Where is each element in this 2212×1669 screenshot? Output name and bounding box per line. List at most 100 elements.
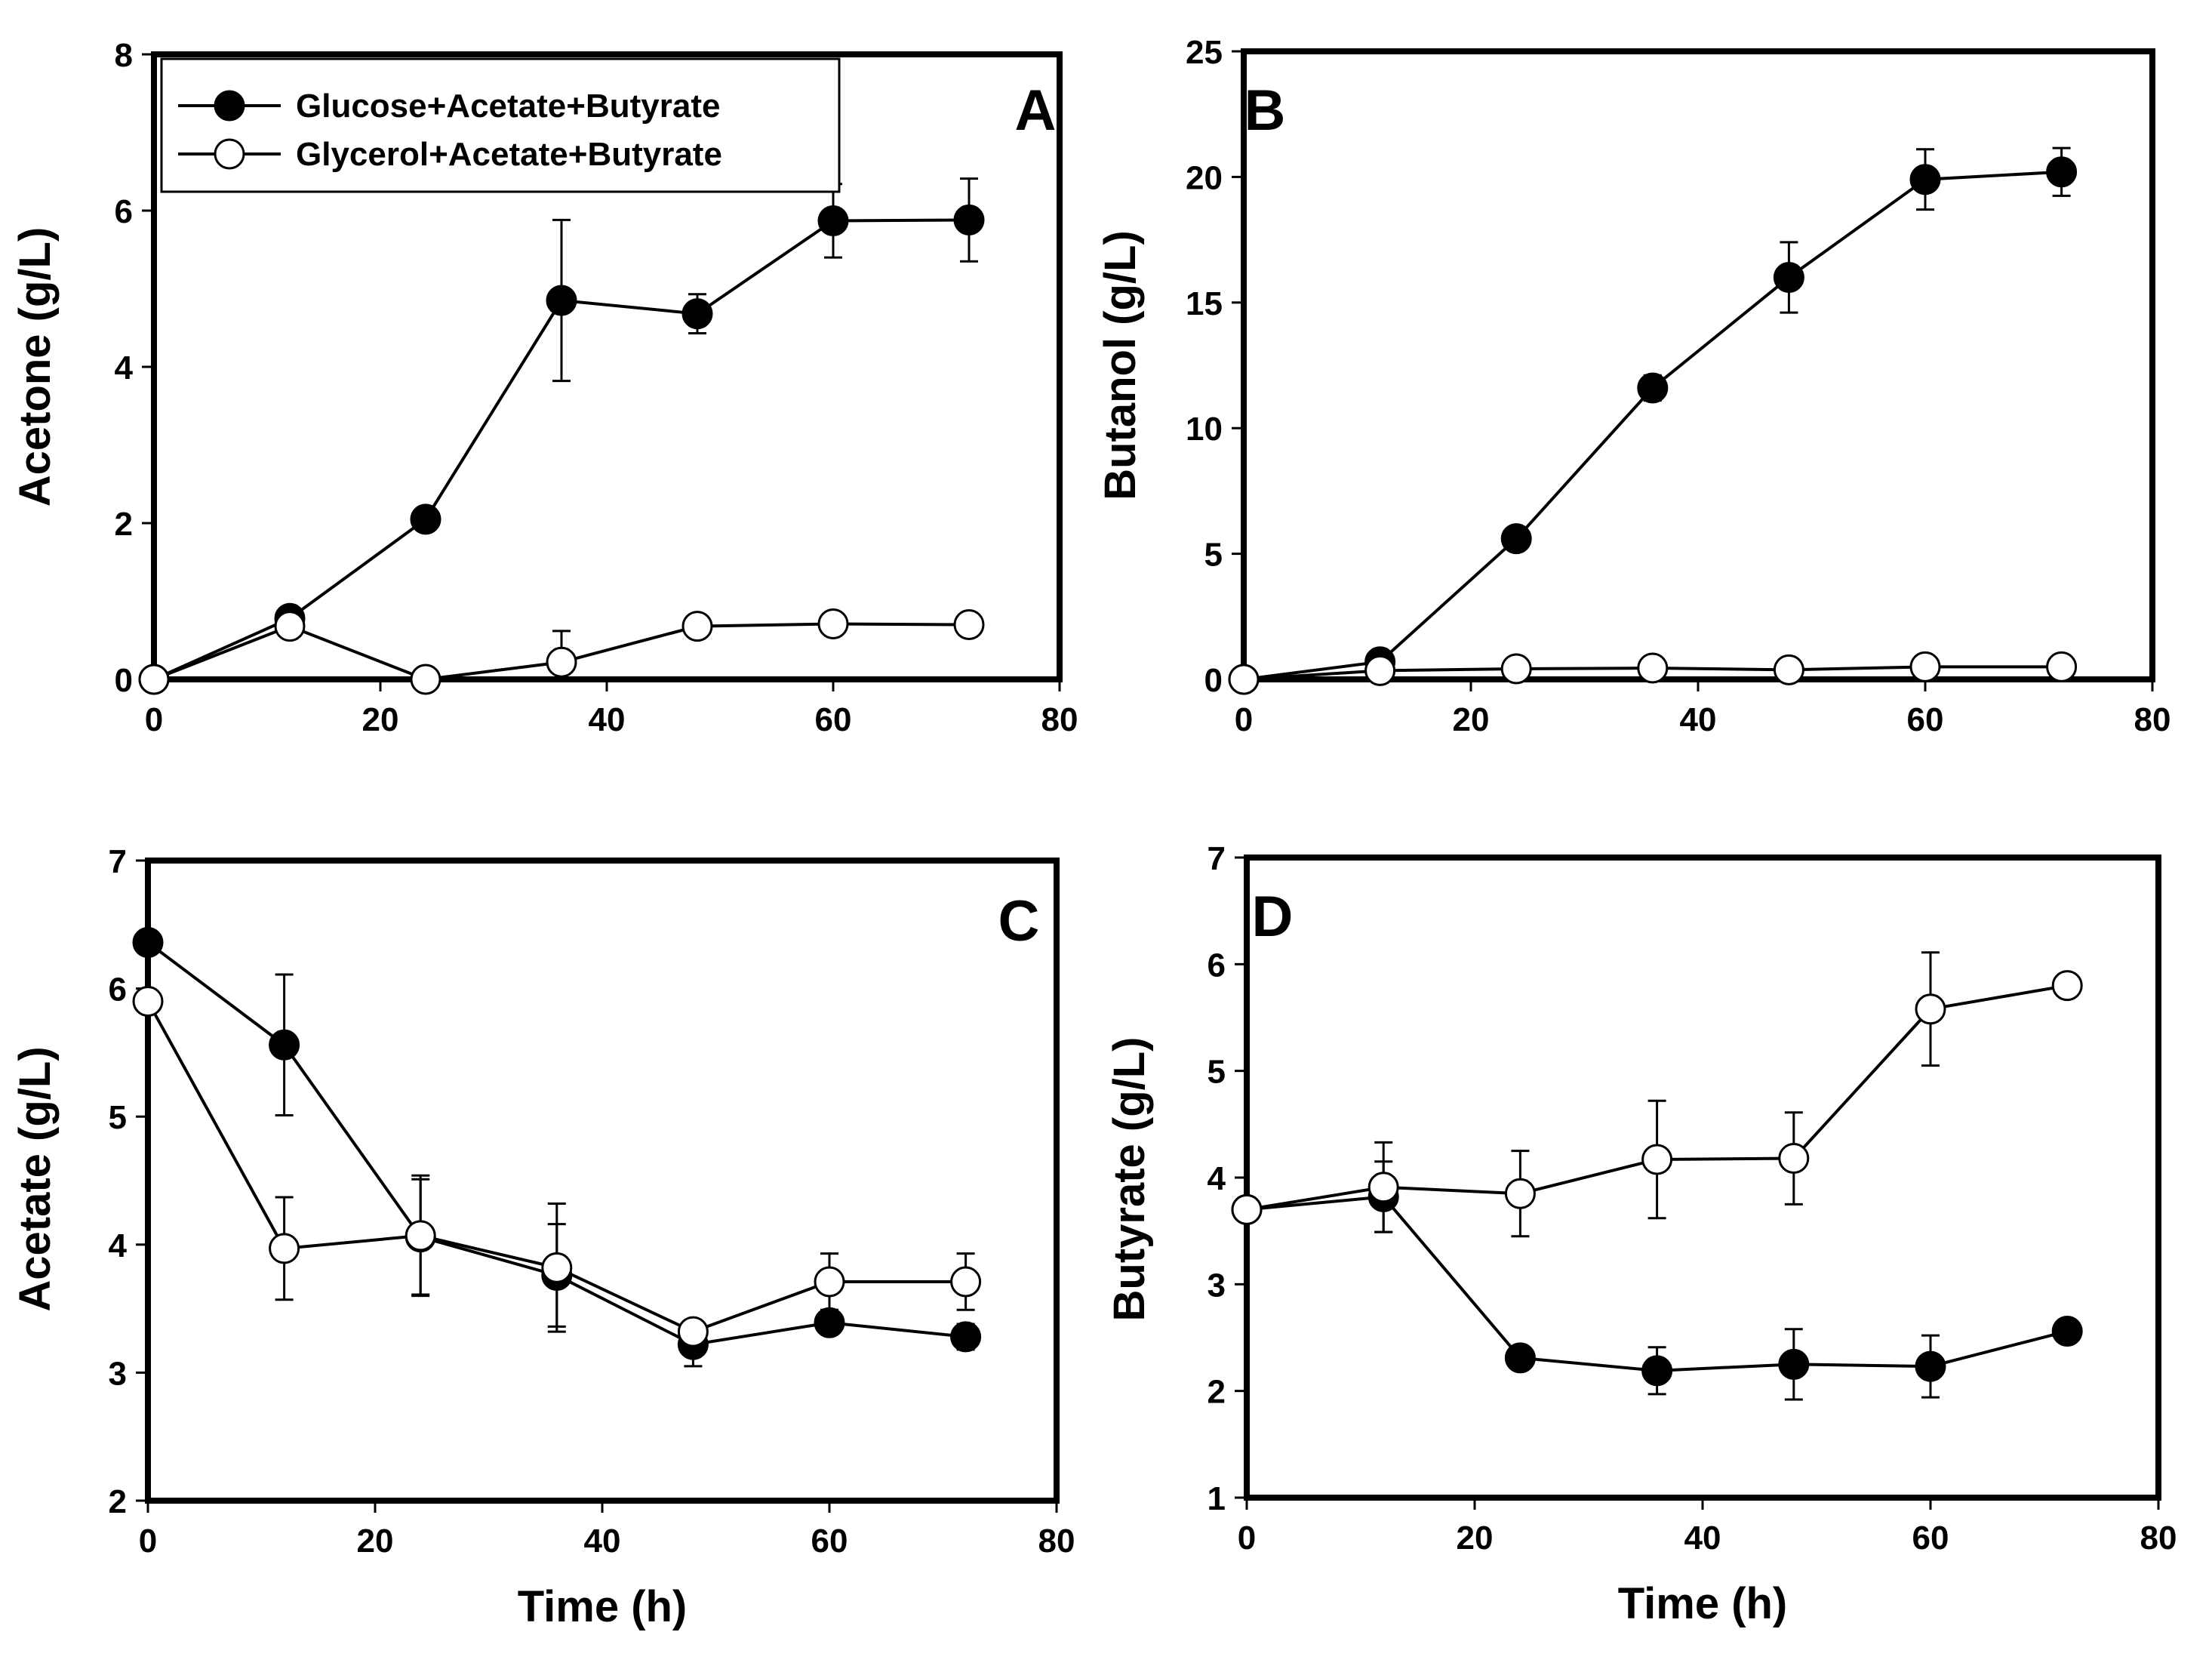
data-point-glycerol xyxy=(1368,1172,1399,1203)
y-tick-label: 20 xyxy=(1186,159,1223,196)
data-point-glucose xyxy=(1500,523,1532,555)
x-tick-label: 80 xyxy=(2134,701,2171,738)
data-point-glucose xyxy=(953,204,985,236)
panel-letter: D xyxy=(1252,885,1294,949)
y-tick-label: 1 xyxy=(1208,1480,1226,1517)
data-point-glycerol xyxy=(546,646,577,678)
plot-frame xyxy=(1241,48,2155,682)
data-point-glycerol xyxy=(950,1266,982,1298)
panel-letter: B xyxy=(1244,79,1286,143)
data-point-glucose xyxy=(1773,262,1804,294)
data-point-glycerol xyxy=(2046,651,2078,682)
x-tick-label: 0 xyxy=(1238,1520,1256,1557)
x-tick-label: 40 xyxy=(589,701,626,738)
panel-a: 0 20 40 60 80 0 2 4 6 8 Acetone (g/L) A xyxy=(11,37,1078,738)
x-axis-title: Time (h) xyxy=(1618,1579,1788,1628)
data-point-glucose xyxy=(2046,156,2078,188)
y-axis-title: Butanol (g/L) xyxy=(1096,230,1145,500)
data-point-glycerol xyxy=(132,986,164,1018)
x-tick-label: 60 xyxy=(1912,1520,1949,1557)
y-tick-label: 2 xyxy=(115,506,133,543)
y-tick-label: 4 xyxy=(109,1227,128,1264)
panel-letter: A xyxy=(1015,79,1057,143)
x-tick-label: 0 xyxy=(1235,701,1253,738)
data-point-glycerol xyxy=(138,664,170,695)
data-point-glycerol xyxy=(1778,1143,1810,1175)
panel-c: 0 20 40 60 80 2 3 4 5 6 7 Acetate (g/L) Time (h) C xyxy=(11,843,1075,1631)
y-tick-label: 2 xyxy=(1208,1374,1226,1411)
legend: Glucose+Acetate+Butyrate Glycerol+Acetate… xyxy=(160,57,841,193)
data-point-glucose xyxy=(1637,372,1669,404)
series-line-glucose xyxy=(1243,170,2062,681)
x-tick-label: 20 xyxy=(362,701,399,738)
y-tick-label: 6 xyxy=(1208,947,1226,984)
data-point-glycerol xyxy=(1500,653,1532,685)
data-point-glucose xyxy=(1915,1350,1946,1382)
data-point-glucose xyxy=(950,1321,982,1353)
y-tick-label: 15 xyxy=(1186,285,1223,322)
x-tick-label: 20 xyxy=(1453,701,1490,738)
y-tick-label: 0 xyxy=(115,662,133,699)
data-point-glycerol xyxy=(814,1266,845,1298)
data-point-glycerol xyxy=(274,611,306,642)
x-tick-label: 0 xyxy=(145,701,163,738)
data-point-glucose xyxy=(1504,1342,1536,1374)
y-tick-label: 4 xyxy=(115,350,134,386)
y-tick-label: 4 xyxy=(1208,1160,1226,1197)
data-point-glucose xyxy=(1778,1348,1810,1380)
legend-label: Glucose+Acetate+Butyrate xyxy=(296,88,720,125)
y-tick-label: 3 xyxy=(109,1355,127,1392)
data-point-glucose xyxy=(817,205,849,236)
y-tick-label: 2 xyxy=(109,1483,127,1520)
x-tick-label: 80 xyxy=(2140,1520,2177,1557)
y-tick-label: 8 xyxy=(115,37,133,74)
data-point-glycerol xyxy=(1915,993,1946,1025)
x-tick-label: 80 xyxy=(1038,1523,1075,1560)
legend-marker-filled xyxy=(214,90,245,122)
data-point-glycerol xyxy=(410,664,441,695)
y-tick-label: 3 xyxy=(1208,1267,1226,1304)
data-point-glycerol xyxy=(1637,652,1669,684)
y-axis-title: Acetone (g/L) xyxy=(11,227,60,507)
data-point-glycerol xyxy=(817,608,849,640)
data-point-glucose xyxy=(681,298,713,330)
data-point-glycerol xyxy=(1231,1193,1263,1225)
series-line-glucose xyxy=(1246,1195,2068,1372)
y-tick-label: 5 xyxy=(1204,537,1223,574)
panel-d: 0 20 40 60 80 1 2 3 4 5 6 7 Butyrate (g/L) Time (h) D xyxy=(1105,840,2177,1628)
legend-marker-open xyxy=(214,138,245,170)
data-point-glucose xyxy=(1641,1355,1673,1387)
legend-label: Glycerol+Acetate+Butyrate xyxy=(296,136,722,173)
y-tick-label: 6 xyxy=(115,193,133,230)
data-point-glycerol xyxy=(269,1233,300,1264)
x-tick-label: 60 xyxy=(811,1523,848,1560)
x-tick-label: 40 xyxy=(1684,1520,1721,1557)
x-tick-label: 40 xyxy=(1680,701,1717,738)
legend-box xyxy=(160,57,841,193)
data-point-glucose xyxy=(1909,164,1941,196)
y-tick-label: 7 xyxy=(109,843,127,880)
x-tick-label: 20 xyxy=(357,1523,394,1560)
data-point-glycerol xyxy=(1504,1178,1536,1209)
y-tick-label: 5 xyxy=(109,1099,127,1136)
y-tick-label: 10 xyxy=(1186,411,1223,448)
data-point-glycerol xyxy=(1364,654,1396,686)
x-tick-label: 80 xyxy=(1041,701,1078,738)
x-tick-label: 0 xyxy=(139,1523,157,1560)
x-tick-label: 20 xyxy=(1457,1520,1494,1557)
y-tick-label: 0 xyxy=(1204,662,1223,699)
x-tick-label: 40 xyxy=(584,1523,621,1560)
panel-b: 0 20 40 60 80 0 5 10 15 20 25 Butanol (g/L) B xyxy=(1096,34,2170,738)
data-point-glycerol xyxy=(677,1316,709,1347)
x-tick-label: 60 xyxy=(1907,701,1944,738)
y-tick-label: 5 xyxy=(1208,1054,1226,1091)
y-tick-label: 7 xyxy=(1208,840,1226,877)
data-point-glycerol xyxy=(1641,1144,1673,1175)
data-point-glycerol xyxy=(1909,651,1941,682)
y-axis-title: Butyrate (g/L) xyxy=(1105,1037,1154,1322)
data-point-glycerol xyxy=(953,609,985,641)
data-point-glucose xyxy=(2051,1316,2083,1347)
y-tick-label: 6 xyxy=(109,972,127,1008)
data-point-glucose xyxy=(132,927,164,959)
